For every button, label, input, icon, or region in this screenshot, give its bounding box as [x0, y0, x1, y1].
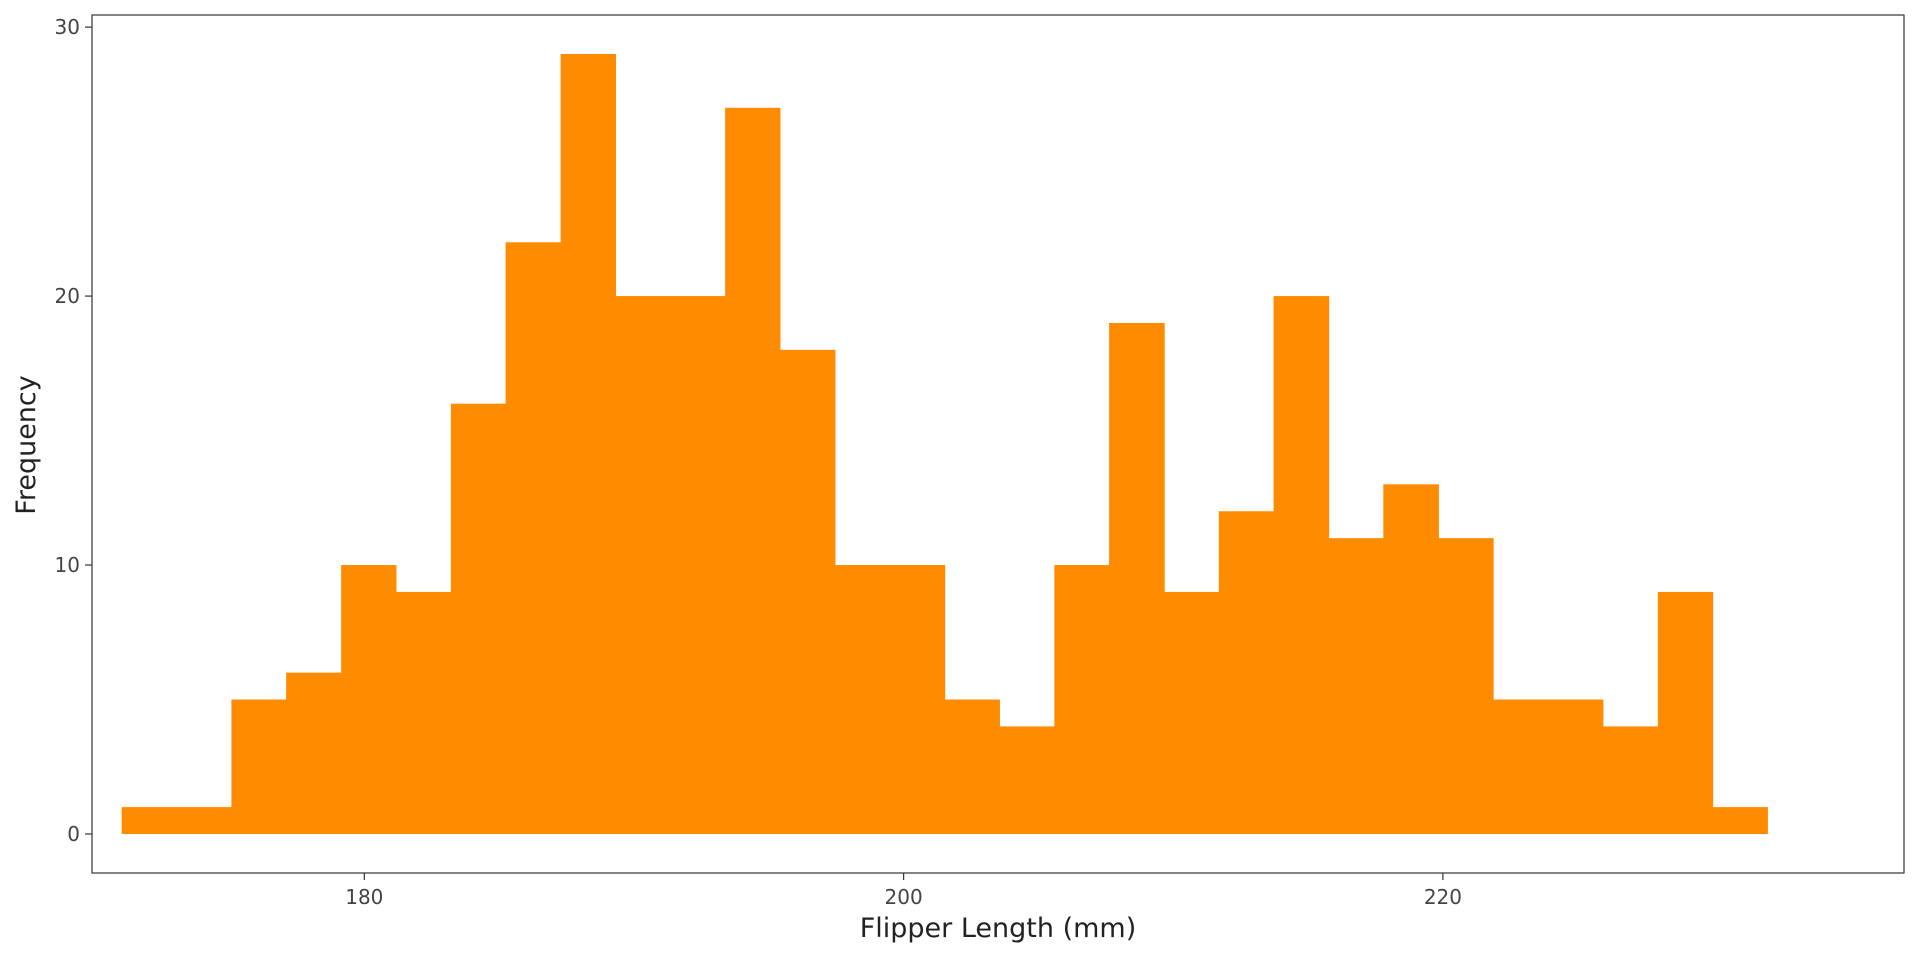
- histogram-bar: [286, 672, 342, 834]
- histogram-bar: [1218, 511, 1275, 834]
- histogram-bar: [1712, 807, 1768, 834]
- histogram-bar: [1164, 591, 1220, 834]
- y-tick-label: 20: [55, 284, 80, 308]
- x-tick-label: 180: [345, 885, 383, 909]
- histogram-bar: [121, 807, 177, 834]
- bars-group: [121, 54, 1768, 835]
- histogram-bar: [1493, 699, 1549, 834]
- histogram-bar: [1328, 538, 1384, 834]
- x-tick-label: 200: [885, 885, 923, 909]
- x-axis-ticks: 180 200 220: [345, 873, 1462, 909]
- histogram-bar: [1548, 699, 1604, 834]
- histogram-bar: [1109, 322, 1165, 834]
- histogram-bar: [176, 807, 233, 834]
- histogram-bar: [1657, 591, 1714, 834]
- histogram-bar: [1383, 484, 1439, 834]
- histogram-bar: [560, 54, 616, 834]
- histogram-bar: [1273, 296, 1330, 834]
- histogram-bar: [889, 565, 946, 834]
- y-axis-title: Frequency: [11, 375, 42, 515]
- x-axis-title: Flipper Length (mm): [860, 913, 1137, 944]
- histogram-bar: [670, 296, 726, 834]
- histogram-bar: [834, 565, 891, 834]
- x-tick-label: 220: [1424, 885, 1462, 909]
- histogram-bar: [341, 565, 397, 834]
- plot-border: [91, 14, 1905, 874]
- histogram-bar: [231, 699, 287, 834]
- histogram-bar: [944, 699, 1000, 834]
- histogram-bar: [505, 242, 562, 834]
- y-tick-label: 30: [55, 15, 80, 39]
- histogram-bar: [450, 403, 507, 834]
- histogram-bar: [1054, 565, 1110, 834]
- histogram-bar: [725, 107, 781, 835]
- y-tick-label: 10: [55, 553, 80, 577]
- histogram-bar: [1438, 538, 1494, 834]
- histogram-bar: [999, 726, 1055, 834]
- histogram-bar: [615, 296, 671, 834]
- y-axis-ticks: 0 10 20 30: [55, 15, 92, 846]
- histogram-bar: [1602, 726, 1659, 834]
- histogram-bar: [395, 591, 452, 834]
- histogram-bar: [779, 349, 836, 834]
- y-tick-label: 0: [67, 822, 80, 846]
